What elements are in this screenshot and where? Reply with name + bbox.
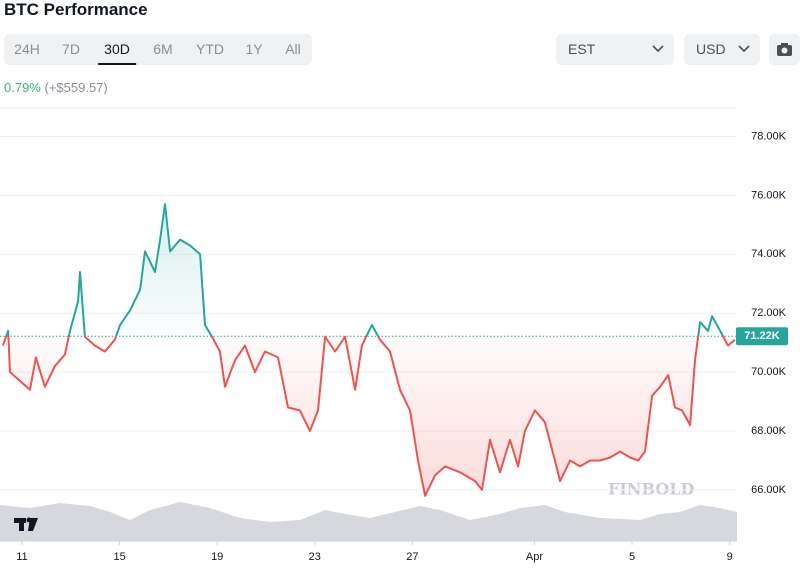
screenshot-button[interactable]: [769, 34, 800, 65]
price-label-box: [736, 327, 788, 346]
change: 0.79% (+$559.57): [4, 80, 108, 95]
price-line: [1, 203, 736, 497]
range-tab[interactable]: 7D: [62, 41, 80, 57]
timezone-dropdown[interactable]: EST: [556, 34, 674, 65]
volume-backdrop: [0, 502, 737, 541]
range-tab[interactable]: 24H: [14, 41, 40, 57]
range-tab[interactable]: All: [285, 41, 301, 57]
camera-icon: [777, 43, 792, 56]
watermark: FINBOLD: [608, 480, 694, 499]
title: BTC Performance: [4, 0, 148, 19]
y-tick-label: 74.00K: [751, 248, 787, 260]
chevron: [738, 45, 750, 53]
currency-dropdown[interactable]: USD: [684, 34, 760, 65]
x-tick-label: 15: [113, 551, 125, 563]
y-tick-label: 68.00K: [751, 425, 787, 437]
change-percent: 0.79%: [4, 80, 41, 95]
x-tick-label: 23: [309, 551, 321, 563]
price-label: 71.22K: [744, 330, 780, 342]
x-tick-label: Apr: [526, 551, 543, 563]
y-tick-label: 76.00K: [751, 189, 787, 201]
chevron: [652, 45, 664, 53]
area-fill: [2, 204, 735, 496]
y-tick-label: 66.00K: [751, 484, 787, 496]
y-tick-label: 78.00K: [751, 130, 787, 142]
x-tick-label: 19: [211, 551, 223, 563]
tradingview-logo: [14, 517, 38, 531]
x-tick-label: 11: [16, 551, 27, 563]
y-tick-label: 70.00K: [751, 366, 787, 378]
y-tick-label: 72.00K: [751, 307, 787, 319]
currency-value: USD: [696, 41, 726, 57]
x-tick-label: 5: [629, 551, 635, 563]
timezone-value: EST: [568, 41, 596, 57]
range-tab[interactable]: 1Y: [245, 41, 263, 57]
x-tick-label: 27: [406, 551, 418, 563]
range-tab[interactable]: YTD: [196, 41, 224, 57]
range-tab[interactable]: 6M: [153, 41, 173, 57]
range-tabs: 24H 7D 30D 6M YTD 1Y All: [4, 34, 312, 65]
range-tab[interactable]: 30D: [98, 34, 136, 65]
change-amount: (+$559.57): [44, 80, 108, 95]
x-tick-label: 9: [727, 551, 733, 563]
